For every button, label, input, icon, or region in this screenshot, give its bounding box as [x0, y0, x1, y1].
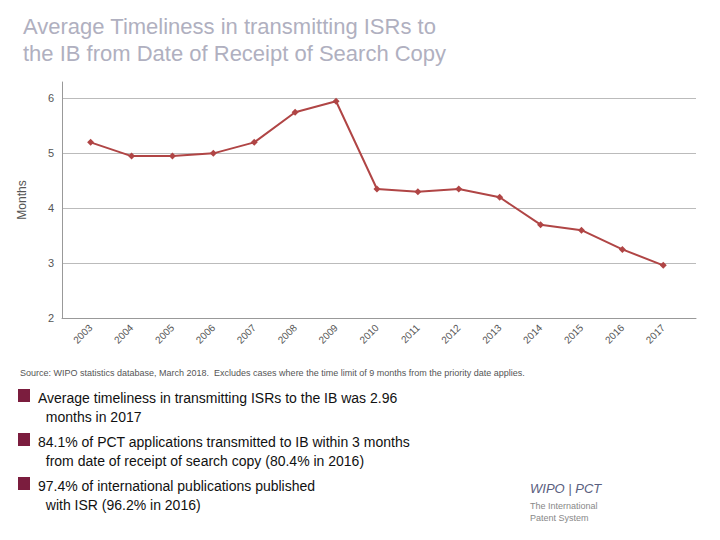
svg-text:2016: 2016	[603, 322, 627, 346]
svg-text:Months: Months	[15, 180, 29, 219]
svg-text:6: 6	[48, 92, 54, 104]
svg-text:2014: 2014	[521, 322, 545, 346]
svg-text:2003: 2003	[71, 322, 95, 346]
svg-text:Average Timeliness in transmit: Average Timeliness in transmitting ISRs …	[23, 14, 436, 39]
svg-text:3: 3	[48, 257, 54, 269]
svg-text:The International: The International	[530, 501, 598, 511]
svg-text:2015: 2015	[562, 322, 586, 346]
svg-text:Average timeliness in transmit: Average timeliness in transmitting ISRs …	[38, 390, 397, 406]
svg-text:2009: 2009	[316, 322, 340, 346]
svg-text:months in 2017: months in 2017	[38, 409, 142, 425]
svg-text:the IB from Date of Receipt of: the IB from Date of Receipt of Search Co…	[23, 41, 446, 66]
svg-text:2010: 2010	[357, 322, 381, 346]
svg-text:2013: 2013	[480, 322, 504, 346]
svg-text:2005: 2005	[153, 322, 177, 346]
svg-text:84.1% of PCT applications tran: 84.1% of PCT applications transmitted to…	[38, 434, 410, 450]
svg-text:4: 4	[48, 202, 54, 214]
svg-text:5: 5	[48, 147, 54, 159]
svg-text:WIPO | PCT: WIPO | PCT	[530, 481, 602, 496]
svg-text:with ISR (96.2% in 2016): with ISR (96.2% in 2016)	[38, 497, 201, 513]
svg-text:Source: WIPO statistics databa: Source: WIPO statistics database, March …	[20, 368, 525, 378]
svg-text:2012: 2012	[439, 322, 463, 346]
svg-text:from date of receipt of search: from date of receipt of search copy (80.…	[38, 453, 364, 469]
svg-text:2006: 2006	[194, 322, 218, 346]
svg-text:2004: 2004	[112, 322, 136, 346]
svg-text:2011: 2011	[399, 322, 422, 345]
svg-text:97.4% of international publica: 97.4% of international publications publ…	[38, 478, 315, 494]
svg-text:2017: 2017	[644, 322, 668, 346]
svg-text:Patent System: Patent System	[530, 513, 589, 523]
svg-text:2008: 2008	[276, 322, 300, 346]
svg-text:2: 2	[48, 312, 54, 324]
svg-text:2007: 2007	[235, 322, 259, 346]
